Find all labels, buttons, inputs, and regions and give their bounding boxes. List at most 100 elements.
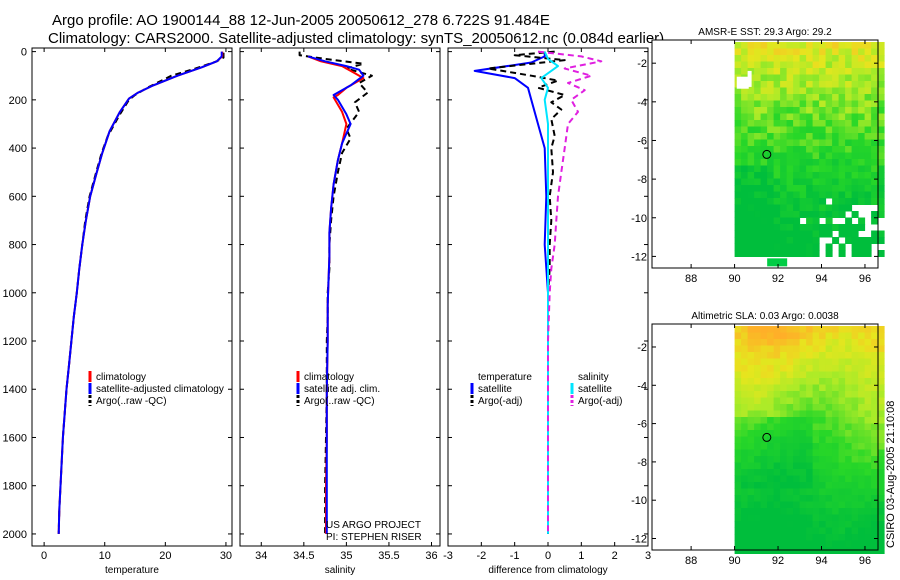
amsre-sst-heatmap-cell <box>812 146 820 153</box>
altimetric-sla-heatmap-cell <box>851 371 859 379</box>
altimetric-sla-heatmap-cell <box>877 475 885 483</box>
altimetric-sla-heatmap-cell <box>793 534 801 541</box>
altimetric-sla-heatmap-cell <box>871 358 879 366</box>
salinity-xlabel: salinity <box>325 565 356 576</box>
altimetric-sla-heatmap-cell <box>851 332 859 340</box>
amsre-sst-heatmap-cell <box>825 100 833 108</box>
altimetric-sla-heatmap-cell <box>832 482 840 489</box>
altimetric-sla-heatmap-cell <box>799 495 807 502</box>
altimetric-sla-heatmap-cell <box>845 326 853 333</box>
amsre-sst-heatmap-cell <box>806 224 814 231</box>
altimetric-sla-xtick-label: 88 <box>685 555 697 567</box>
altimetric-sla-heatmap-cell <box>773 488 781 496</box>
amsre-sst-heatmap-cell <box>832 237 840 244</box>
temperature-ytick-label: 2000 <box>3 529 27 541</box>
amsre-sst-heatmap-cell <box>877 191 885 199</box>
amsre-sst-heatmap-cell <box>877 133 885 140</box>
amsre-sst-heatmap-cell <box>786 94 794 101</box>
altimetric-sla-heatmap-cell <box>845 378 853 385</box>
altimetric-sla-heatmap-cell <box>877 410 885 418</box>
amsre-sst-heatmap-cell <box>793 61 801 69</box>
altimetric-sla-heatmap-cell <box>754 482 762 489</box>
altimetric-sla-heatmap-cell <box>832 521 840 528</box>
altimetric-sla-heatmap-cell <box>832 410 840 418</box>
amsre-sst-heatmap-cell <box>780 211 788 218</box>
amsre-sst-heatmap-field <box>734 42 885 257</box>
altimetric-sla-heatmap-cell <box>754 326 762 333</box>
amsre-sst-heatmap-cell <box>877 159 885 166</box>
altimetric-sla-heatmap-cell <box>812 371 820 379</box>
altimetric-sla-heatmap-cell <box>786 358 794 366</box>
altimetric-sla-heatmap-cell <box>871 365 879 372</box>
amsre-sst-heatmap-cell <box>819 133 827 140</box>
altimetric-sla-heatmap-cell <box>806 527 814 535</box>
altimetric-sla-heatmap-cell <box>799 326 807 333</box>
amsre-sst-heatmap-cell <box>793 217 801 225</box>
amsre-sst-ytick-label: -2 <box>637 58 647 70</box>
amsre-sst-heatmap-cell <box>845 55 853 62</box>
altimetric-sla-heatmap-cell <box>793 475 801 483</box>
amsre-sst-heatmap-cell <box>760 139 768 147</box>
altimetric-sla-heatmap-cell <box>819 488 827 496</box>
altimetric-sla-heatmap-cell <box>825 475 833 483</box>
amsre-sst-heatmap-cell <box>799 107 807 114</box>
altimetric-sla-heatmap-cell <box>877 514 885 522</box>
altimetric-sla-heatmap-cell <box>747 443 755 450</box>
altimetric-sla-heatmap-cell <box>767 358 775 366</box>
altimetric-sla-heatmap-cell <box>806 540 814 548</box>
amsre-sst-heatmap-cell <box>864 152 872 160</box>
altimetric-sla-heatmap-cell <box>741 521 749 528</box>
altimetric-sla-heatmap-cell <box>877 501 885 509</box>
altimetric-sla-ytick-label: -4 <box>637 380 647 392</box>
amsre-sst-heatmap-cell <box>767 94 775 101</box>
altimetric-sla-heatmap-cell <box>734 488 742 496</box>
amsre-sst-heatmap-cell <box>741 237 749 244</box>
amsre-sst-heatmap-cell <box>734 243 742 251</box>
altimetric-sla-heatmap-cell <box>825 345 833 353</box>
amsre-sst-heatmap-cell <box>877 126 885 134</box>
altimetric-sla-heatmap-cell <box>734 326 742 333</box>
amsre-sst-heatmap-cell <box>780 250 788 257</box>
amsre-sst-heatmap-cell <box>786 107 794 114</box>
amsre-sst-heatmap-cell <box>734 198 742 205</box>
altimetric-sla-heatmap-cell <box>754 404 762 411</box>
amsre-sst-heatmap-cell <box>799 243 807 251</box>
altimetric-sla-heatmap-cell <box>760 534 768 541</box>
amsre-sst-heatmap-cell <box>799 230 807 238</box>
amsre-sst-heatmap-cell <box>767 107 775 114</box>
altimetric-sla-heatmap-cell <box>845 358 853 366</box>
amsre-sst-heatmap-cell <box>786 152 794 160</box>
amsre-sst-heatmap-cell <box>741 107 749 114</box>
amsre-sst-heatmap-cell <box>806 185 814 192</box>
amsre-sst-heatmap-cell <box>786 211 794 218</box>
amsre-sst-heatmap-cell <box>858 178 866 186</box>
altimetric-sla-heatmap-cell <box>780 462 788 470</box>
amsre-sst-heatmap-cell <box>773 113 781 121</box>
altimetric-sla-heatmap-cell <box>851 326 859 333</box>
altimetric-sla-heatmap-cell <box>767 417 775 424</box>
amsre-sst-heatmap-cell <box>741 100 749 108</box>
altimetric-sla-heatmap-cell <box>845 456 853 463</box>
amsre-sst-heatmap-cell <box>819 178 827 186</box>
amsre-sst-heatmap-cell <box>786 100 794 108</box>
altimetric-sla-heatmap-cell <box>747 371 755 379</box>
amsre-sst-heatmap-cell <box>851 81 859 88</box>
amsre-sst-heatmap-cell <box>812 126 820 134</box>
amsre-sst-heatmap-cell <box>871 61 879 69</box>
amsre-sst-heatmap-cell <box>806 237 814 244</box>
amsre-sst-heatmap-cell <box>760 243 768 251</box>
altimetric-sla-heatmap-cell <box>786 482 794 489</box>
amsre-sst-heatmap-cell <box>812 68 820 75</box>
altimetric-sla-heatmap-cell <box>760 326 768 333</box>
altimetric-sla-heatmap-cell <box>754 449 762 457</box>
amsre-sst-heatmap-cell <box>767 250 775 257</box>
amsre-sst-heatmap-cell <box>754 237 762 244</box>
amsre-sst-heatmap-cell <box>819 146 827 153</box>
altimetric-sla-heatmap-cell <box>851 410 859 418</box>
amsre-sst-heatmap-cell <box>799 42 807 49</box>
amsre-sst-heatmap-cell <box>819 198 827 205</box>
amsre-sst-heatmap-cell <box>851 94 859 101</box>
amsre-sst-heatmap-cell <box>845 178 853 186</box>
altimetric-sla-heatmap-cell <box>851 365 859 372</box>
altimetric-sla-heatmap-cell <box>754 397 762 405</box>
